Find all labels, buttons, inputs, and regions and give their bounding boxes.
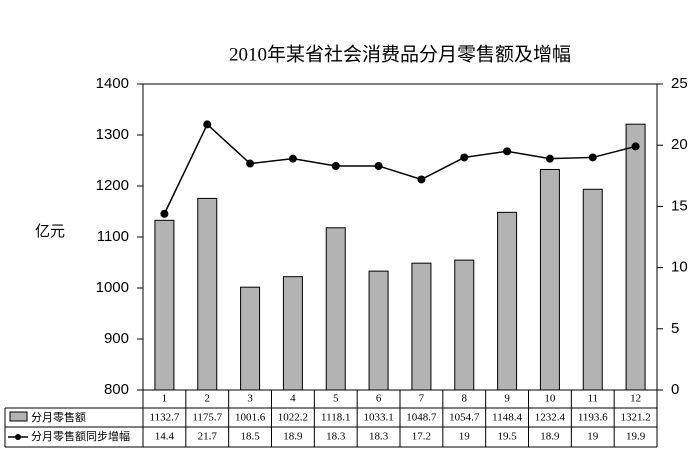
- x-tick-label: 6: [376, 393, 382, 405]
- x-tick-label: 4: [290, 393, 296, 405]
- y2-tick-label: 5: [671, 320, 679, 337]
- y-tick-label: 1300: [96, 126, 129, 143]
- table-value: 19.5: [497, 431, 517, 443]
- legend-label: 分月零售额同步增幅: [31, 429, 130, 443]
- bar: [454, 259, 475, 391]
- line-marker: [288, 154, 297, 163]
- table-value: 1022.2: [278, 412, 308, 424]
- line-marker: [374, 162, 383, 171]
- legend-marker: [15, 434, 21, 440]
- bar: [368, 270, 389, 391]
- x-tick-label: 9: [504, 393, 510, 405]
- chart-title: 2010年某省社会消费品分月零售额及增幅: [229, 43, 571, 65]
- legend-label: 分月零售额: [31, 410, 86, 424]
- x-tick-label: 11: [587, 393, 598, 405]
- table-value: 1033.1: [363, 412, 393, 424]
- x-tick-label: 1: [162, 393, 168, 405]
- bar: [539, 168, 560, 391]
- table-value: 1175.7: [192, 412, 222, 424]
- table-value: 1193.6: [578, 412, 608, 424]
- bar: [240, 286, 261, 391]
- bar: [197, 197, 218, 391]
- bar: [497, 211, 518, 391]
- legend-swatch: [9, 411, 28, 422]
- table-value: 17.2: [412, 431, 431, 443]
- table-value: 18.3: [326, 431, 346, 443]
- table-value: 18.3: [369, 431, 389, 443]
- table-value: 19.9: [626, 431, 646, 443]
- table-value: 18.5: [240, 431, 260, 443]
- line-marker: [460, 153, 469, 162]
- y-axis-label: 亿元: [35, 223, 65, 240]
- table-value: 18.9: [283, 431, 303, 443]
- bar: [325, 227, 346, 391]
- x-tick-label: 10: [544, 393, 556, 405]
- line-marker: [160, 209, 169, 218]
- y-tick-label: 900: [104, 330, 129, 347]
- table-value: 18.9: [540, 431, 560, 443]
- x-tick-label: 5: [333, 393, 339, 405]
- line-marker: [246, 159, 255, 168]
- line: [163, 123, 636, 215]
- y-tick-label: 1400: [96, 75, 129, 92]
- table-value: 1232.4: [535, 412, 566, 424]
- y2-tick-label: 10: [671, 259, 688, 276]
- table-value: 1054.7: [449, 412, 480, 424]
- table-value: 1001.6: [235, 412, 266, 424]
- table-value: 19: [587, 431, 599, 443]
- y2-tick-label: 15: [671, 197, 688, 214]
- line-marker: [588, 153, 597, 162]
- plot-frame: [142, 83, 658, 391]
- y-tick-label: 1100: [97, 228, 129, 245]
- table-value: 14.4: [155, 431, 175, 443]
- x-tick-label: 3: [247, 393, 253, 405]
- bar: [582, 188, 603, 391]
- bar: [625, 123, 646, 391]
- y2-tick-label: 20: [671, 136, 688, 153]
- table-value: 19: [459, 431, 471, 443]
- line-marker: [503, 147, 512, 156]
- line-marker: [545, 154, 554, 163]
- table-value: 1148.4: [492, 412, 522, 424]
- bar: [154, 219, 175, 391]
- y-tick-label: 800: [104, 381, 129, 398]
- bar: [282, 276, 303, 391]
- x-tick-label: 8: [462, 393, 468, 405]
- line-marker: [631, 142, 640, 151]
- bar: [411, 262, 432, 391]
- table-value: 1048.7: [406, 412, 437, 424]
- x-tick-label: 2: [205, 393, 211, 405]
- y2-tick-label: 25: [671, 75, 688, 92]
- table-value: 1321.2: [620, 412, 650, 424]
- line-marker: [203, 120, 212, 129]
- y-tick-label: 1000: [96, 279, 129, 296]
- table-value: 1132.7: [149, 412, 179, 424]
- x-tick-label: 7: [419, 393, 425, 405]
- line-marker: [331, 162, 340, 171]
- x-tick-label: 12: [630, 393, 641, 405]
- line-marker: [417, 175, 426, 184]
- y2-tick-label: 0: [671, 381, 679, 398]
- table-value: 21.7: [198, 431, 218, 443]
- table-value: 1118.1: [321, 412, 350, 424]
- y-tick-label: 1200: [96, 177, 129, 194]
